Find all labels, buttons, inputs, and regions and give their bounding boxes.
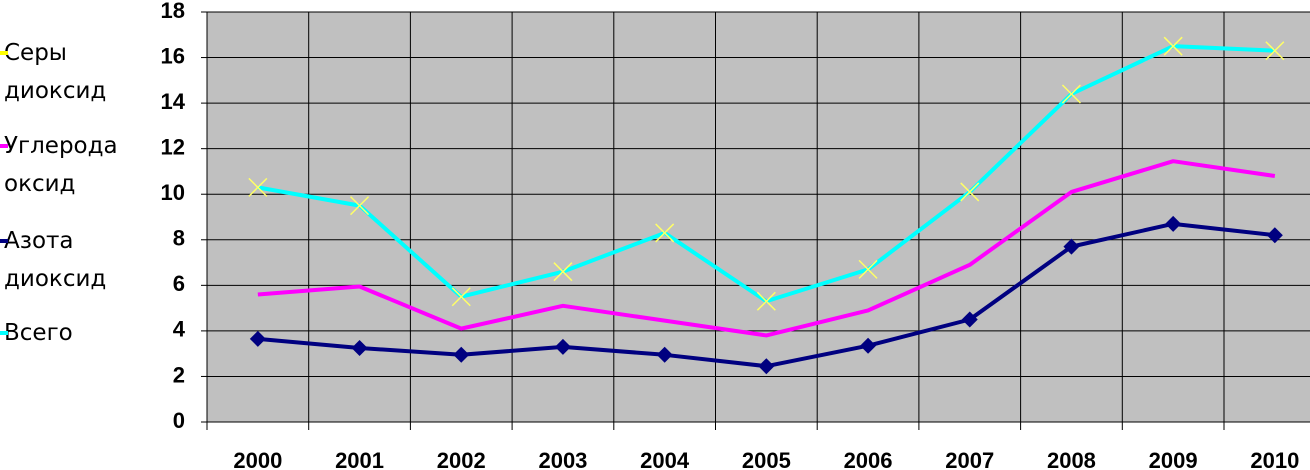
marker [1265, 41, 1285, 61]
legend-swatch [0, 51, 8, 55]
y-tick-label: 10 [161, 180, 185, 205]
x-tick-label: 2008 [1047, 448, 1096, 470]
plot-area [207, 12, 1310, 422]
legend-entry: Углерода оксид [0, 127, 122, 203]
marker [1061, 84, 1081, 104]
legend-swatch [0, 144, 8, 148]
x-tick-label: 2005 [742, 448, 791, 470]
x-tick-label: 2007 [945, 448, 994, 470]
marker [453, 346, 470, 363]
marker [858, 259, 878, 279]
legend-label: Углерода оксид [4, 133, 118, 197]
x-tick-label: 2001 [335, 448, 384, 470]
y-tick-label: 0 [173, 408, 185, 433]
legend-entry: Серы диоксид [0, 34, 122, 110]
legend-swatch [0, 331, 8, 335]
legend-label: Азота диоксид [4, 228, 107, 292]
marker [1165, 215, 1182, 232]
y-tick-label: 18 [161, 0, 185, 23]
marker [655, 223, 675, 243]
marker [451, 287, 471, 307]
y-tick-label: 16 [161, 43, 185, 68]
x-tick-label: 2006 [844, 448, 893, 470]
marker [758, 358, 775, 375]
x-tick-label: 2010 [1250, 448, 1299, 470]
legend-swatch [0, 239, 8, 243]
y-tick-label: 4 [173, 317, 186, 342]
marker [756, 291, 776, 311]
marker [1266, 227, 1283, 244]
legend-entry: Всего [0, 314, 122, 352]
legend-entry: Азота диоксид [0, 222, 122, 298]
legend-label: Серы диоксид [4, 40, 107, 104]
y-tick-label: 8 [173, 226, 185, 251]
marker [961, 311, 978, 328]
marker [960, 182, 980, 202]
y-tick-label: 12 [161, 134, 185, 159]
y-tick-label: 14 [161, 89, 186, 114]
x-tick-label: 2003 [538, 448, 587, 470]
marker [656, 346, 673, 363]
y-tick-label: 2 [173, 362, 185, 387]
marker [1063, 238, 1080, 255]
marker [860, 337, 877, 354]
marker [553, 262, 573, 282]
y-tick-label: 6 [173, 271, 185, 296]
marker [249, 330, 266, 347]
legend-label: Всего [4, 320, 73, 346]
marker [248, 177, 268, 197]
marker [1163, 36, 1183, 56]
x-tick-label: 2000 [233, 448, 282, 470]
x-tick-label: 2004 [640, 448, 690, 470]
series-line [257, 159, 1276, 338]
x-tick-label: 2002 [437, 448, 486, 470]
marker [350, 196, 370, 216]
marker [351, 339, 368, 356]
marker [554, 338, 571, 355]
x-tick-label: 2009 [1149, 448, 1198, 470]
